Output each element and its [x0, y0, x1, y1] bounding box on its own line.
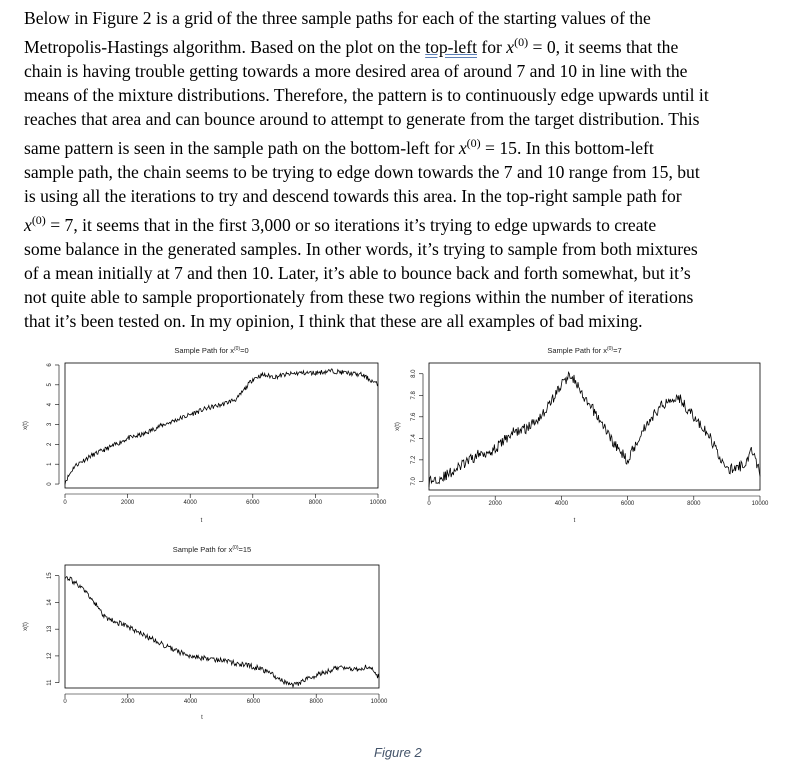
para-line: chain is having trouble getting towards … [24, 61, 688, 81]
chart-bottom-left: Sample Path for x(0)=15 0 2000 4000 6000 8000… [23, 545, 388, 721]
y-tick-label: 1 [47, 462, 53, 466]
plot-frame [64, 362, 379, 489]
x-tick-label: 8000 [687, 501, 701, 507]
math-x0: x(0) [458, 136, 481, 158]
para-line: that it’s been tested on. In my opinion,… [24, 311, 643, 331]
x-tick-label: 8000 [309, 500, 323, 506]
x-tick-label: 2000 [489, 501, 503, 507]
chart-top-right: Sample Path for x(0)=7 0 2000 4000 6000 8000 1… [395, 346, 769, 524]
para-line: means of the mixture distributions. Ther… [24, 85, 709, 105]
chart-title: Sample Path for x(0)=7 [547, 346, 621, 355]
x-tick-label: 0 [63, 699, 67, 705]
y-tick-label: 12 [47, 652, 53, 659]
x-tick-label: 4000 [555, 501, 569, 507]
x-axis-label: t [201, 715, 203, 721]
y-tick-label: 7.6 [411, 412, 417, 421]
sample-path-line [64, 576, 380, 689]
y-tick-label: 14 [47, 598, 53, 605]
para-line: same pattern is seen in the sample path … [24, 136, 654, 158]
top-left-link: top-left [425, 37, 477, 57]
x-tick-label: 4000 [184, 699, 198, 705]
x-tick-label: 6000 [246, 500, 260, 506]
para-line: Metropolis-Hastings algorithm. Based on … [24, 35, 679, 57]
y-tick-label: 4 [47, 402, 53, 406]
y-tick-label: 8.0 [411, 369, 417, 378]
x-tick-label: 10000 [371, 699, 388, 705]
y-tick-label: 5 [47, 382, 53, 386]
para-line: some balance in the generated samples. I… [24, 239, 698, 259]
chart-title: Sample Path for x(0)=15 [173, 545, 251, 554]
x-tick-label: 2000 [121, 699, 135, 705]
para-line: of a mean initially at 7 and then 10. La… [24, 263, 691, 283]
y-tick-label: 7.0 [411, 477, 417, 486]
y-tick-label: 7.8 [411, 390, 417, 399]
chart-top-left: Sample Path for x(0)=0 0 2000 4000 6000 8000 1… [23, 346, 387, 524]
x-axis-label: t [574, 518, 576, 524]
x-tick-label: 6000 [621, 501, 635, 507]
x-tick-label: 10000 [752, 501, 769, 507]
x-tick-label: 8000 [310, 699, 324, 705]
para-line: is using all the iterations to try and d… [24, 186, 682, 206]
y-tick-label: 11 [47, 679, 53, 686]
x-tick-label: 6000 [247, 699, 261, 705]
y-tick-label: 13 [47, 625, 53, 632]
x-tick-label: 10000 [370, 500, 387, 506]
y-tick-label: 3 [47, 422, 53, 426]
y-tick-label: 15 [47, 572, 53, 579]
para-line: Below in Figure 2 is a grid of the three… [24, 8, 651, 28]
y-axis-label: x(t) [23, 622, 29, 631]
plot-frame [428, 362, 761, 491]
x-axis-label: t [201, 518, 203, 524]
sample-path-line [428, 371, 761, 487]
sample-path-line [64, 368, 379, 485]
math-x0: x(0) [506, 35, 529, 57]
y-axis-label: x(t) [23, 421, 29, 430]
x-tick-label: 4000 [184, 500, 198, 506]
y-tick-label: 7.2 [411, 455, 417, 464]
x-tick-label: 0 [427, 501, 431, 507]
y-axis-label: x(t) [395, 422, 401, 431]
para-line: sample path, the chain seems to be tryin… [24, 162, 700, 182]
plot-frame [64, 564, 380, 689]
x-tick-label: 2000 [121, 500, 135, 506]
y-tick-label: 7.4 [411, 434, 417, 443]
para-line: x(0) = 7, it seems that in the first 3,0… [24, 213, 657, 235]
figure-caption: Figure 2 [374, 745, 422, 760]
math-x0: x(0) [24, 213, 46, 235]
y-tick-label: 6 [47, 363, 53, 367]
y-tick-label: 0 [47, 482, 53, 486]
chart-title: Sample Path for x(0)=0 [174, 346, 248, 355]
x-tick-label: 0 [63, 500, 67, 506]
y-tick-label: 2 [47, 442, 53, 446]
para-line: not quite able to sample proportionately… [24, 287, 694, 307]
para-line: reaches that area and can bounce around … [24, 109, 700, 129]
body-paragraph: Below in Figure 2 is a grid of the three… [24, 6, 772, 333]
